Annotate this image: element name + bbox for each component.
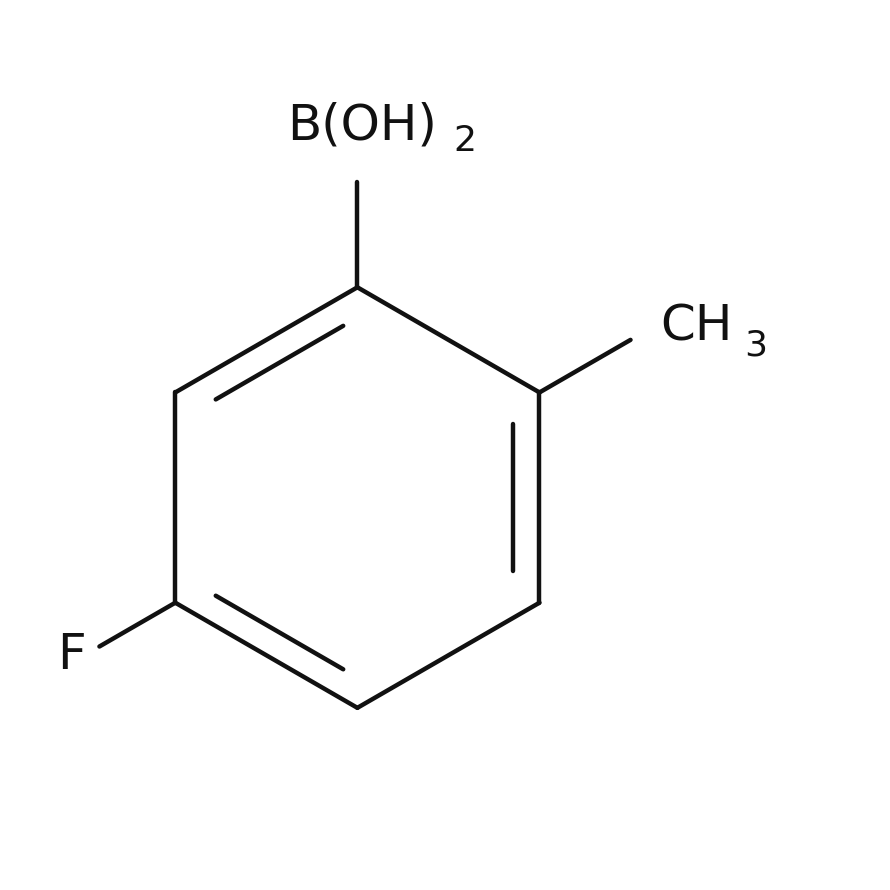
Text: 3: 3	[744, 329, 767, 363]
Text: F: F	[57, 631, 85, 679]
Text: B(OH): B(OH)	[287, 101, 437, 150]
Text: CH: CH	[660, 303, 732, 351]
Text: 2: 2	[454, 124, 477, 158]
